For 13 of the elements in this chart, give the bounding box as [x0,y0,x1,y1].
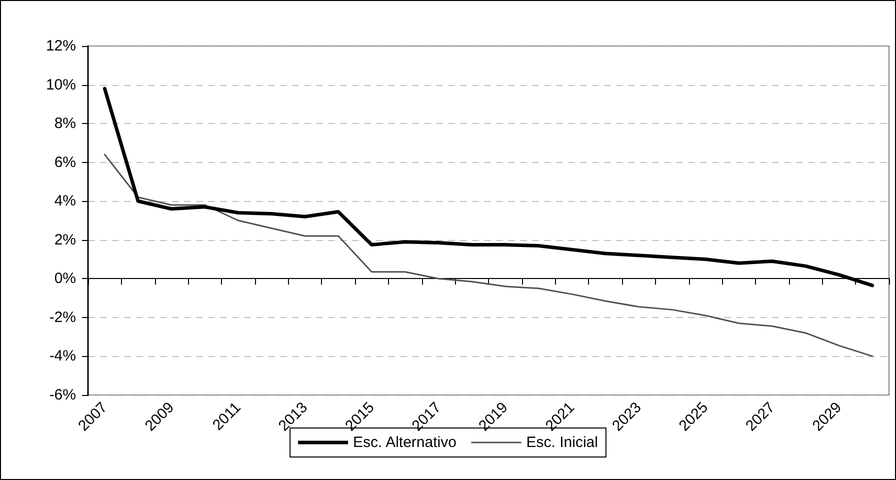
y-tick-label: 2% [54,231,76,248]
y-tick-label: 10% [46,76,76,94]
y-tick-label: -6% [49,386,76,404]
y-tick-label: 8% [54,115,76,132]
y-tick-label: -4% [49,348,76,365]
legend-label: Esc. Inicial [526,434,598,451]
y-tick-label: 12% [46,38,76,54]
line-series [104,154,874,357]
y-tick-label: 0% [54,270,76,288]
y-tick-label: 6% [54,154,76,171]
y-tick-label: 4% [54,192,76,210]
legend-label: Esc. Alternativo [353,434,456,451]
y-tick-label: -2% [49,308,76,326]
